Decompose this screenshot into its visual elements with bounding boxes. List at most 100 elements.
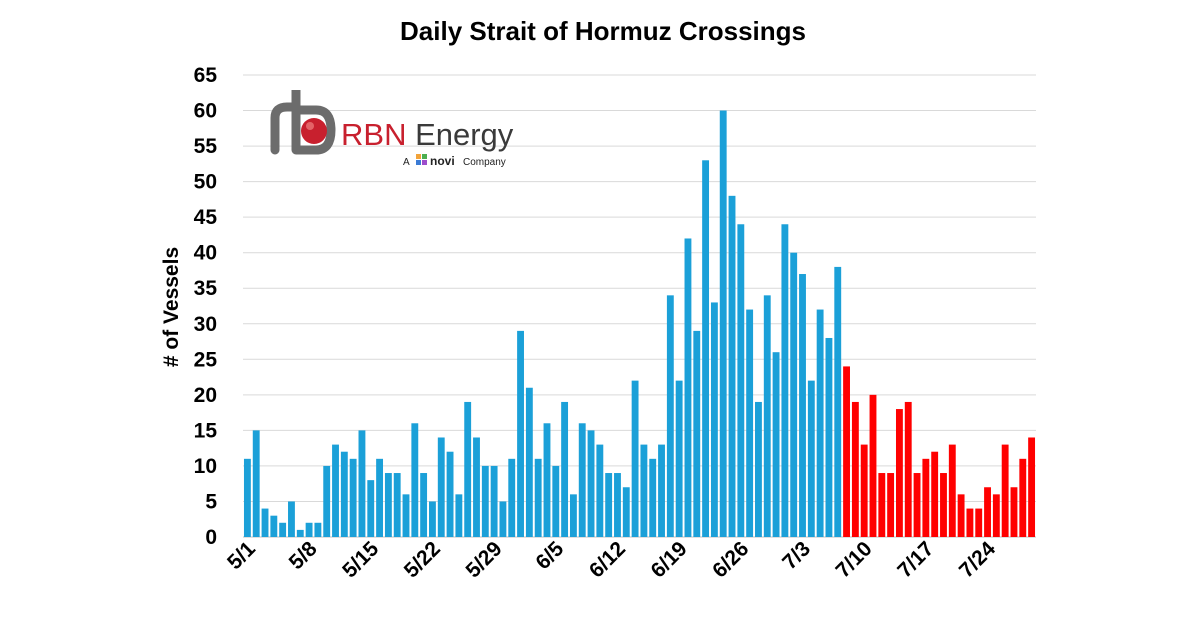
bar — [332, 444, 339, 537]
x-tick-label: 5/8 — [285, 537, 322, 574]
bar — [569, 494, 577, 537]
bar — [640, 444, 648, 537]
logo-sub-a: A — [403, 157, 410, 168]
bar — [631, 380, 639, 537]
bar — [376, 458, 384, 537]
y-tick-label: 20 — [194, 384, 217, 407]
bar — [323, 465, 331, 537]
chart-title: Daily Strait of Hormuz Crossings — [400, 16, 806, 46]
bar — [429, 501, 436, 537]
x-tick-label: 6/5 — [531, 537, 568, 574]
bar — [473, 437, 480, 537]
y-tick-label: 35 — [194, 277, 218, 300]
y-tick-label: 25 — [194, 348, 218, 371]
x-tick-label: 6/12 — [585, 537, 630, 582]
y-tick-label: 0 — [205, 526, 217, 549]
x-tick-label: 5/15 — [338, 537, 383, 582]
bar — [948, 444, 956, 537]
bar — [499, 501, 507, 537]
y-axis-label: # of Vessels — [160, 247, 183, 367]
bar — [825, 337, 833, 537]
rbn-energy-logo: RBN Energy A novi Company — [270, 90, 514, 168]
bar — [895, 409, 903, 537]
bar — [490, 465, 498, 537]
bar — [384, 473, 392, 537]
bar — [305, 522, 313, 537]
bar — [252, 430, 260, 537]
bar — [437, 437, 445, 537]
bar — [1010, 487, 1018, 537]
bar — [1001, 444, 1009, 537]
bar — [737, 224, 745, 537]
bar — [270, 515, 278, 537]
logo-sub-novi: novi — [430, 154, 455, 168]
bar — [834, 266, 842, 537]
bar — [578, 423, 586, 537]
bar — [702, 160, 710, 538]
bar — [296, 529, 304, 537]
x-tick-label: 7/24 — [955, 537, 1000, 582]
bar — [984, 487, 991, 537]
bar — [922, 458, 930, 537]
bar — [605, 473, 613, 537]
bar — [622, 487, 630, 537]
logo-energy-text: Energy — [406, 117, 513, 152]
bar — [455, 494, 463, 537]
bar — [790, 252, 798, 537]
bar — [666, 295, 674, 537]
logo-sub-company: Company — [463, 157, 506, 168]
y-tick-label: 30 — [194, 313, 217, 336]
y-axis-ticks: 0 5 10 15 20 25 30 35 40 45 50 55 60 65 — [194, 64, 218, 549]
bar — [367, 480, 375, 537]
bar — [816, 309, 824, 537]
x-tick-label: 5/29 — [461, 537, 506, 582]
y-tick-label: 50 — [194, 171, 217, 194]
bar — [728, 195, 736, 537]
bar — [649, 458, 657, 537]
bar — [860, 444, 868, 537]
bar — [349, 458, 357, 537]
bar — [561, 401, 569, 537]
bar — [534, 458, 542, 537]
y-tick-label: 15 — [194, 419, 218, 442]
bar — [772, 352, 780, 537]
bar — [525, 387, 533, 537]
y-tick-label: 10 — [194, 455, 217, 478]
bar — [508, 458, 516, 537]
bar — [675, 380, 683, 537]
bar — [878, 473, 886, 537]
bar — [288, 501, 295, 537]
bar — [1028, 437, 1036, 537]
y-tick-label: 5 — [205, 490, 217, 513]
bar — [402, 494, 410, 537]
bar — [693, 330, 701, 537]
bar — [975, 508, 983, 537]
x-tick-label: 7/17 — [893, 537, 938, 582]
bar — [261, 508, 269, 537]
bar — [992, 494, 1000, 537]
x-tick-label: 5/22 — [400, 537, 445, 582]
bar — [358, 430, 366, 537]
x-tick-label: 5/1 — [223, 537, 260, 574]
bar — [710, 302, 718, 537]
bar — [340, 451, 348, 537]
rbn-logo-icon — [270, 90, 336, 155]
bar — [481, 465, 489, 537]
y-tick-label: 60 — [194, 100, 217, 123]
novi-icon — [416, 154, 427, 165]
grid-lines — [243, 74, 1036, 538]
bar — [940, 473, 947, 537]
bar — [887, 473, 895, 537]
bar — [393, 473, 401, 537]
x-tick-label: 6/19 — [647, 537, 692, 582]
bar — [614, 473, 621, 537]
bar — [587, 430, 595, 537]
logo-text: RBN Energy — [341, 117, 514, 152]
bar — [763, 295, 771, 537]
y-tick-label: 40 — [194, 242, 217, 265]
bar — [243, 458, 251, 537]
bar — [658, 444, 665, 537]
x-axis-ticks: 5/1 5/8 5/15 5/22 5/29 6/5 6/12 6/19 6/26 7/3 7/10… — [223, 537, 1000, 582]
bar — [851, 401, 859, 537]
